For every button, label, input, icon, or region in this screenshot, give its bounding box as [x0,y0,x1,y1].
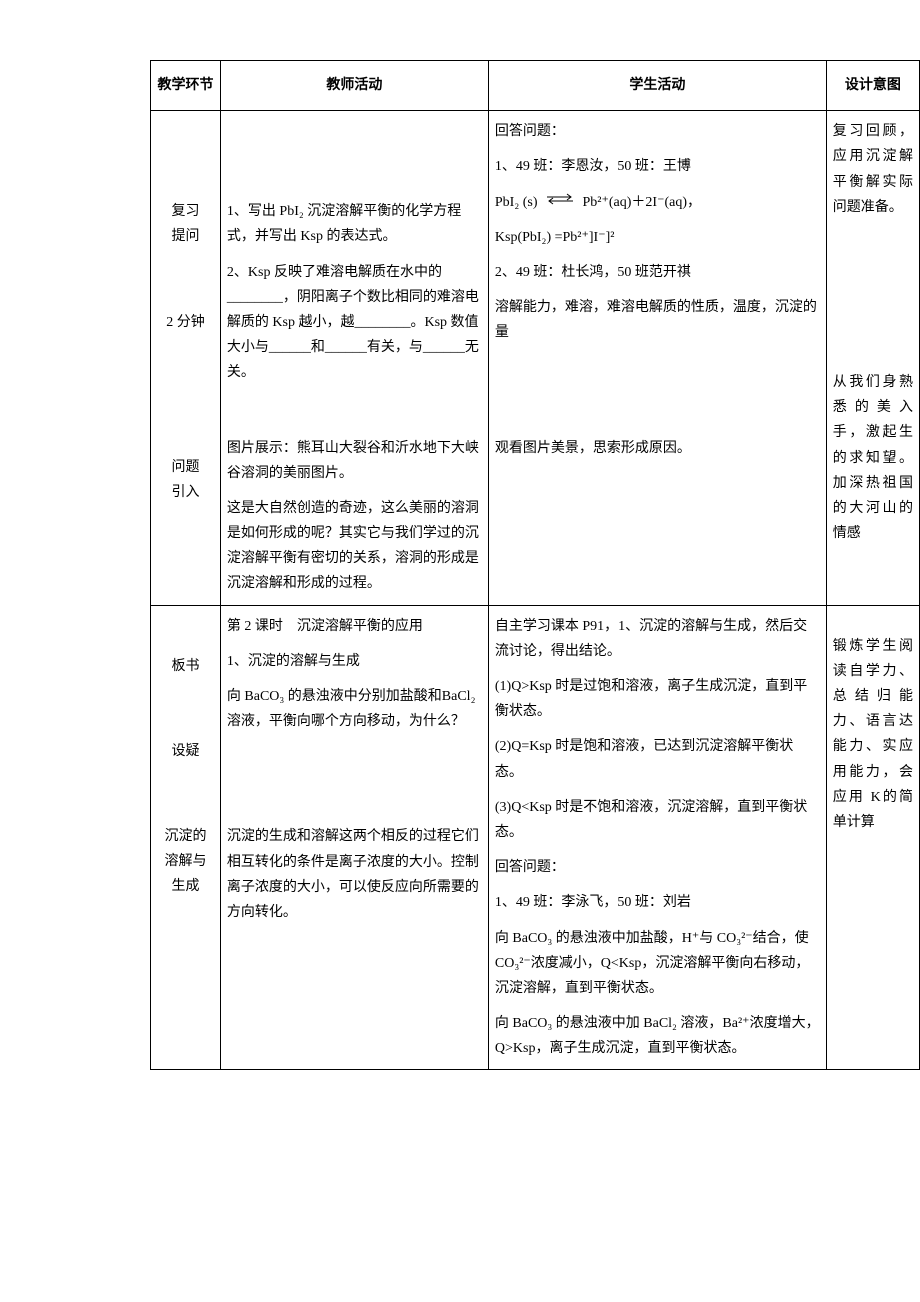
equilibrium-arrow-icon [545,190,575,215]
teacher-text: 2、Ksp 反映了难溶电解质在水中的________，阴阳离子个数比相同的难溶电… [227,260,482,386]
stage-label: 复习 [157,199,214,224]
stage-label: 问题 [157,455,214,480]
table-row: 复习 提问 2 分钟 问题 引入 1、写出 PbI₂ 沉淀溶解平衡的化学方程式，… [151,111,920,605]
student-text: 1、49 班：李泳飞，50 班：刘岩 [495,890,820,915]
student-text: 回答问题： [495,119,820,144]
stage-label: 引入 [157,480,214,505]
header-design: 设计意图 [826,61,919,111]
equation-reactant: PbI₂ (s) [495,195,538,210]
stage-cell-2: 板书 设疑 沉淀的 溶解与 生成 [151,605,221,1070]
teacher-text: 图片展示：熊耳山大裂谷和沂水地下大峡谷溶洞的美丽图片。 [227,436,482,486]
student-cell-1: 回答问题： 1、49 班：李恩汝，50 班：王博 PbI₂ (s) Pb²⁺(a… [488,111,826,605]
equation-product: Pb²⁺(aq)＋2I⁻(aq)， [583,195,702,210]
student-text: 1、49 班：李恩汝，50 班：王博 [495,154,820,179]
student-text: (1)Q>Ksp 时是过饱和溶液，离子生成沉淀，直到平衡状态。 [495,674,820,724]
teacher-text: 向 BaCO₃ 的悬浊液中分别加盐酸和BaCl₂ 溶液，平衡向哪个方向移动，为什… [227,684,482,734]
header-student: 学生活动 [488,61,826,111]
teacher-text: 这是大自然创造的奇迹，这么美丽的溶洞是如何形成的呢？其实它与我们学过的沉淀溶解平… [227,496,482,597]
student-text: 向 BaCO₃ 的悬浊液中加盐酸，H⁺与 CO₃²⁻结合，使 CO₃²⁻浓度减小… [495,926,820,1002]
teacher-cell-1: 1、写出 PbI₂ 沉淀溶解平衡的化学方程式，并写出 Ksp 的表达式。 2、K… [220,111,488,605]
header-teacher: 教师活动 [220,61,488,111]
student-text: 2、49 班：杜长鸿，50 班范开祺 [495,260,820,285]
student-cell-2: 自主学习课本 P91，1、沉淀的溶解与生成，然后交流讨论，得出结论。 (1)Q>… [488,605,826,1070]
design-cell-2: 锻炼学生阅读自学力、总结归能力、语言达能力、实应用能力，会应用 K的简单计算 [826,605,919,1070]
student-text: 溶解能力，难溶，难溶电解质的性质，温度，沉淀的量 [495,295,820,345]
teacher-text: 1、沉淀的溶解与生成 [227,649,482,674]
teacher-text: 1、写出 PbI₂ 沉淀溶解平衡的化学方程式，并写出 Ksp 的表达式。 [227,199,482,249]
student-equation: PbI₂ (s) Pb²⁺(aq)＋2I⁻(aq)， [495,190,820,215]
teacher-text: 沉淀的生成和溶解这两个相反的过程它们相互转化的条件是离子浓度的大小。控制离子浓度… [227,824,482,925]
teacher-cell-2: 第 2 课时 沉淀溶解平衡的应用 1、沉淀的溶解与生成 向 BaCO₃ 的悬浊液… [220,605,488,1070]
stage-label: 溶解与 [157,849,214,874]
design-text: 锻炼学生阅读自学力、总结归能力、语言达能力、实应用能力，会应用 K的简单计算 [833,634,913,836]
stage-label: 沉淀的 [157,824,214,849]
design-text: 从我们身熟悉的美入手，激起生的求知望。加深热祖国的大河山的情感 [833,370,913,546]
student-text: (3)Q<Ksp 时是不饱和溶液，沉淀溶解，直到平衡状态。 [495,795,820,845]
student-text: 观看图片美景，思索形成原因。 [495,436,820,461]
student-text: 向 BaCO₃ 的悬浊液中加 BaCl₂ 溶液，Ba²⁺浓度增大，Q>Ksp，离… [495,1011,820,1061]
design-text: 复习回顾，应用沉淀解平衡解实际问题准备。 [833,119,913,220]
stage-label: 提问 [157,224,214,249]
student-text: 回答问题： [495,855,820,880]
teacher-text: 第 2 课时 沉淀溶解平衡的应用 [227,614,482,639]
stage-label: 设疑 [157,739,214,764]
stage-cell-1: 复习 提问 2 分钟 问题 引入 [151,111,221,605]
lesson-plan-table: 教学环节 教师活动 学生活动 设计意图 复习 提问 2 分钟 问题 引入 [150,60,920,1070]
student-text: 自主学习课本 P91，1、沉淀的溶解与生成，然后交流讨论，得出结论。 [495,614,820,664]
student-text: Ksp(PbI₂) =Pb²⁺]I⁻]² [495,225,820,250]
header-stage: 教学环节 [151,61,221,111]
header-row: 教学环节 教师活动 学生活动 设计意图 [151,61,920,111]
table-row: 板书 设疑 沉淀的 溶解与 生成 第 2 课时 沉淀溶解平衡的应用 1、沉淀的溶… [151,605,920,1070]
design-cell-1: 复习回顾，应用沉淀解平衡解实际问题准备。 从我们身熟悉的美入手，激起生的求知望。… [826,111,919,605]
stage-label: 2 分钟 [157,310,214,335]
student-text: (2)Q=Ksp 时是饱和溶液，已达到沉淀溶解平衡状态。 [495,734,820,784]
stage-label: 板书 [157,654,214,679]
stage-label: 生成 [157,874,214,899]
